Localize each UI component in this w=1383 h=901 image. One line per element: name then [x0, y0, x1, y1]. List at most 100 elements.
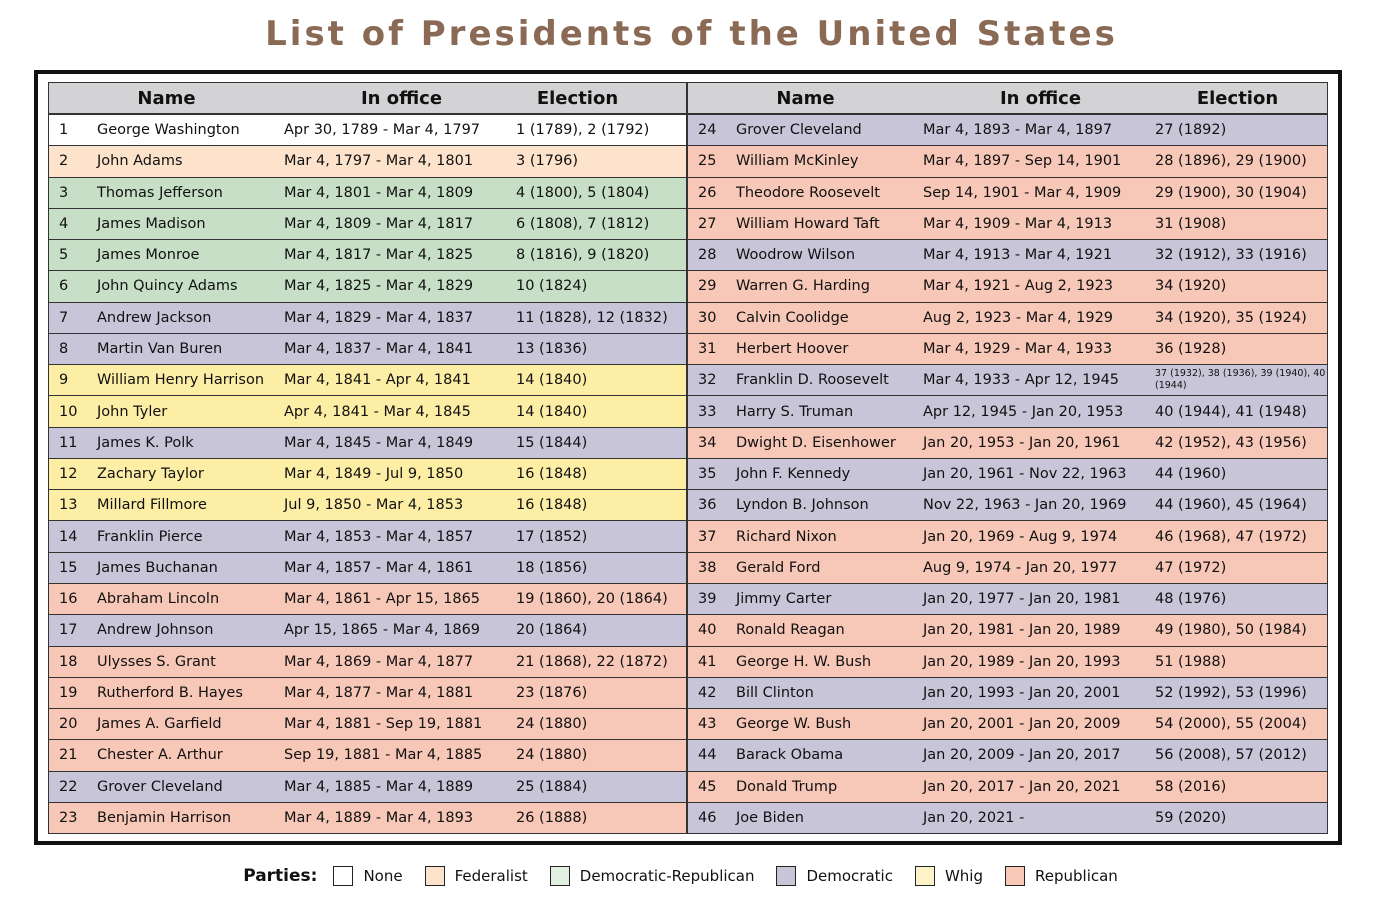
- table-row: 45 Donald Trump Jan 20, 2017 - Jan 20, 202…: [688, 771, 1327, 803]
- legend-label: Democratic-Republican: [579, 867, 755, 885]
- president-number: 31: [698, 340, 717, 357]
- president-name: Gerald Ford: [736, 559, 821, 576]
- table-row: 8 Martin Van Buren Mar 4, 1837 - Mar 4, 18…: [49, 333, 686, 366]
- president-name: John Adams: [97, 153, 183, 170]
- president-number: 42: [698, 684, 717, 701]
- president-number: 12: [59, 466, 78, 483]
- president-name: James A. Garfield: [97, 716, 222, 733]
- header-name: Name: [137, 87, 196, 109]
- table-row: 24 Grover Cleveland Mar 4, 1893 - Mar 4, 1…: [688, 115, 1327, 147]
- president-election: 58 (2016): [1155, 778, 1227, 795]
- president-name: Warren G. Harding: [736, 278, 870, 295]
- president-election: 51 (1988): [1155, 653, 1227, 670]
- president-term: Mar 4, 1797 - Mar 4, 1801: [284, 153, 474, 170]
- president-election: 23 (1876): [516, 684, 588, 701]
- legend-label: Republican: [1035, 867, 1118, 885]
- president-name: Barack Obama: [736, 747, 844, 764]
- president-term: Mar 4, 1869 - Mar 4, 1877: [284, 653, 474, 670]
- president-election: 15 (1844): [516, 434, 588, 451]
- president-number: 26: [698, 184, 717, 201]
- president-election: 6 (1808), 7 (1812): [516, 215, 650, 232]
- table-header-right: Name In office Election: [688, 83, 1327, 115]
- president-name: Andrew Jackson: [97, 309, 212, 326]
- president-number: 29: [698, 278, 717, 295]
- table-row: 13 Millard Fillmore Jul 9, 1850 - Mar 4, 1…: [49, 490, 686, 522]
- table-row: 35 John F. Kennedy Jan 20, 1961 - Nov 22, …: [688, 458, 1327, 491]
- president-number: 21: [59, 747, 78, 764]
- header-name: Name: [776, 87, 835, 109]
- president-term: Mar 4, 1913 - Mar 4, 1921: [923, 247, 1113, 264]
- president-election: 37 (1932), 38 (1936), 39 (1940), 40 (194…: [1155, 368, 1326, 392]
- president-term: Jan 20, 2009 - Jan 20, 2017: [923, 747, 1121, 764]
- president-term: Mar 4, 1849 - Jul 9, 1850: [284, 466, 464, 483]
- president-term: Aug 2, 1923 - Mar 4, 1929: [923, 309, 1114, 326]
- president-number: 1: [59, 122, 69, 139]
- president-name: James Monroe: [97, 247, 200, 264]
- president-number: 33: [698, 403, 717, 420]
- president-term: Apr 15, 1865 - Mar 4, 1869: [284, 622, 481, 639]
- president-number: 23: [59, 809, 78, 826]
- president-name: Ronald Reagan: [736, 622, 845, 639]
- president-number: 41: [698, 653, 717, 670]
- president-term: Mar 4, 1877 - Mar 4, 1881: [284, 684, 474, 701]
- table-header-left: Name In office Election: [49, 83, 686, 115]
- president-number: 14: [59, 528, 78, 545]
- table-row: 30 Calvin Coolidge Aug 2, 1923 - Mar 4, 19…: [688, 302, 1327, 334]
- president-name: Chester A. Arthur: [97, 747, 223, 764]
- president-election: 48 (1976): [1155, 591, 1227, 608]
- president-election: 18 (1856): [516, 559, 588, 576]
- president-term: Jan 20, 2001 - Jan 20, 2009: [923, 716, 1121, 733]
- president-number: 46: [698, 809, 717, 826]
- president-number: 25: [698, 153, 717, 170]
- president-election: 14 (1840): [516, 403, 588, 420]
- president-number: 24: [698, 122, 717, 139]
- president-number: 27: [698, 215, 717, 232]
- president-term: Mar 4, 1909 - Mar 4, 1913: [923, 215, 1113, 232]
- president-term: Mar 4, 1897 - Sep 14, 1901: [923, 153, 1122, 170]
- president-election: 3 (1796): [516, 153, 579, 170]
- table-row: 15 James Buchanan Mar 4, 1857 - Mar 4, 186…: [49, 552, 686, 584]
- presidents-table: Name In office Election 1 George Washingt…: [48, 82, 1328, 834]
- president-term: Mar 4, 1801 - Mar 4, 1809: [284, 184, 474, 201]
- president-number: 44: [698, 747, 717, 764]
- president-election: 49 (1980), 50 (1984): [1155, 622, 1307, 639]
- table-row: 38 Gerald Ford Aug 9, 1974 - Jan 20, 1977 4…: [688, 552, 1327, 584]
- president-number: 34: [698, 434, 717, 451]
- president-number: 8: [59, 340, 69, 357]
- president-name: Grover Cleveland: [736, 122, 862, 139]
- president-number: 43: [698, 716, 717, 733]
- table-row: 27 William Howard Taft Mar 4, 1909 - Mar 4…: [688, 208, 1327, 241]
- legend-label: None: [363, 867, 403, 885]
- legend-swatch: [549, 866, 570, 886]
- table-row: 39 Jimmy Carter Jan 20, 1977 - Jan 20, 198…: [688, 583, 1327, 616]
- president-term: Jan 20, 2021 -: [923, 809, 1025, 826]
- table-row: 1 George Washington Apr 30, 1789 - Mar 4, …: [49, 115, 686, 147]
- table-row: 46 Joe Biden Jan 20, 2021 - 59 (2020): [688, 802, 1327, 834]
- president-name: Franklin D. Roosevelt: [736, 372, 889, 389]
- president-name: William McKinley: [736, 153, 859, 170]
- president-election: 8 (1816), 9 (1820): [516, 247, 650, 264]
- table-row: 14 Franklin Pierce Mar 4, 1853 - Mar 4, 18…: [49, 521, 686, 553]
- president-term: Jan 20, 1961 - Nov 22, 1963: [923, 466, 1127, 483]
- table-row: 37 Richard Nixon Jan 20, 1969 - Aug 9, 197…: [688, 521, 1327, 553]
- president-term: Mar 4, 1841 - Apr 4, 1841: [284, 372, 471, 389]
- page-title: List of Presidents of the United States: [265, 14, 1118, 54]
- president-name: Thomas Jefferson: [97, 184, 223, 201]
- legend-item-democratic-republican: Democratic-Republican: [549, 866, 755, 886]
- president-name: Calvin Coolidge: [736, 309, 849, 326]
- president-term: Mar 4, 1861 - Apr 15, 1865: [284, 591, 481, 608]
- president-name: George H. W. Bush: [736, 653, 872, 670]
- president-term: Mar 4, 1933 - Apr 12, 1945: [923, 372, 1120, 389]
- president-number: 7: [59, 309, 69, 326]
- legend-swatch: [1005, 866, 1025, 886]
- table-left-half: Name In office Election 1 George Washingt…: [49, 83, 688, 834]
- table-row: 41 George H. W. Bush Jan 20, 1989 - Jan 20…: [688, 646, 1327, 678]
- legend-item-none: None: [333, 866, 403, 886]
- table-row: 36 Lyndon B. Johnson Nov 22, 1963 - Jan 20…: [688, 490, 1327, 522]
- president-name: William Henry Harrison: [97, 372, 265, 389]
- president-name: Grover Cleveland: [97, 778, 223, 795]
- table-row: 43 George W. Bush Jan 20, 2001 - Jan 20, 2…: [688, 709, 1327, 741]
- table-row: 10 John Tyler Apr 4, 1841 - Mar 4, 1845 14 …: [49, 396, 686, 428]
- president-election: 31 (1908): [1155, 215, 1227, 232]
- president-number: 38: [698, 559, 717, 576]
